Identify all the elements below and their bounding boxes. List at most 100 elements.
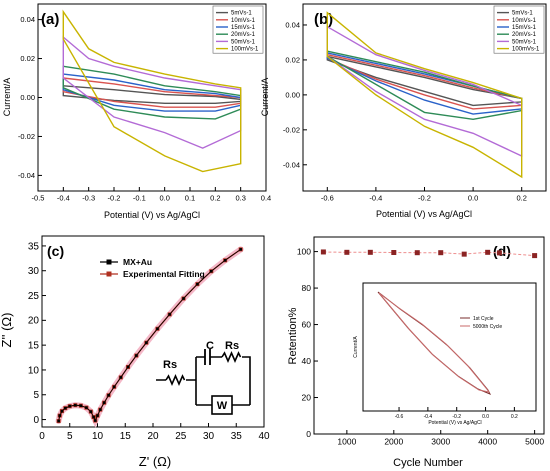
panel-b-y-tick-label: 0.00 — [285, 90, 300, 99]
circuit-label-rs-right: Rs — [225, 340, 239, 352]
panel-c-mx-point — [182, 297, 185, 300]
panel-c-x-tick-label: 35 — [231, 431, 243, 442]
circuit-wires — [156, 356, 251, 406]
panel-c-x-tick-label: 10 — [92, 431, 104, 442]
panel-a-cv-loop — [62, 85, 242, 104]
inset-cv-loop — [378, 292, 491, 393]
panel-c-mx-point — [85, 406, 88, 409]
panel-c-mx-point — [79, 404, 83, 407]
panel-d-y-tick-label: 60 — [302, 319, 312, 329]
panel-c-x-tick-label: 25 — [175, 431, 187, 442]
panel-c-legend: MX+Au Experimental Fitting — [100, 257, 205, 279]
panel-d-retention-point — [532, 253, 538, 259]
inset-x-tick-label: 0.2 — [511, 414, 518, 420]
panel-d-inset: -0.6 -0.4 -0.2 0.0 0.2 1st Cycle 5000th Cycle… — [353, 282, 537, 426]
panel-d-x-tick-label: 3000 — [431, 437, 450, 447]
panel-c-mx-point — [60, 409, 64, 413]
panel-c-mx-point — [92, 415, 95, 419]
panel-d-retention-point — [367, 249, 373, 255]
equivalent-circuit: Rs C Rs W — [156, 340, 251, 415]
panel-b-legend-entry: 5mVs-1 — [512, 11, 533, 17]
panel-a-x-tick-label: 0.3 — [235, 194, 245, 203]
panel-c: (c) 0 5 10 15 20 25 30 35 40 0 5 10 15 20 25 30 35 MX+A… — [0, 235, 270, 469]
panel-c-mx-point — [145, 341, 148, 344]
panel-a-legend-entry: 50mVs-1 — [231, 39, 256, 45]
panel-a-y-tick-label: 0.04 — [20, 15, 35, 24]
panel-b-legend-entry: 20mVs-1 — [512, 32, 537, 38]
panel-b-curves — [326, 11, 523, 179]
panel-a-legend-entry: 5mVs-1 — [231, 11, 252, 17]
circuit-capacitor — [204, 349, 211, 365]
panel-d-ylabel: Retention% — [287, 307, 299, 364]
panel-a-xlabel: Potential (V) vs Ag/AgCl — [104, 210, 200, 220]
panel-a-ylabel: Current/A — [2, 78, 12, 117]
panel-c-mx-point — [96, 414, 99, 417]
inset-xlabel: Potential (V) vs Ag/AgCl — [428, 420, 481, 426]
panel-c-x-tick-label: 40 — [258, 431, 270, 442]
inset-legend-entry: 1st Cycle — [473, 316, 494, 322]
panel-a-legend-entry: 20mVs-1 — [231, 32, 256, 38]
panel-d-x-tick-label: 2000 — [384, 437, 403, 447]
panel-c-mx-point — [57, 419, 60, 423]
panel-c-y-tick-label: 15 — [28, 340, 40, 351]
circuit-label-rs-left: Rs — [163, 359, 177, 371]
panel-c-x-tick-label: 30 — [203, 431, 215, 442]
panel-d-xlabel: Cycle Number — [393, 457, 463, 469]
panel-d-retention-line — [323, 251, 535, 257]
panel-c-x-tick-label: 15 — [120, 431, 132, 442]
panel-a-x-tick-label: -0.2 — [108, 194, 121, 203]
panel-d-x-tick-label: 4000 — [478, 437, 497, 447]
panel-d-y-tick-label: 0 — [306, 429, 311, 439]
panel-c-yticks: 0 5 10 15 20 25 30 35 — [28, 241, 46, 426]
panel-a-cv-loop — [62, 9, 242, 173]
panel-c-mx-point — [89, 410, 93, 413]
inset-legend: 1st Cycle 5000th Cycle — [460, 316, 502, 330]
panel-c-x-tick-label: 0 — [39, 431, 45, 442]
panel-c-mx-point — [223, 259, 227, 262]
panel-c-mx-point — [68, 404, 72, 408]
panel-c-legend-marker — [106, 271, 112, 277]
panel-b-x-tick-label: 0.2 — [516, 194, 526, 203]
panel-b-legend-entry: 100mVs-1 — [512, 47, 540, 53]
panel-d-label: (d) — [493, 243, 511, 259]
panel-c-y-tick-label: 30 — [28, 266, 40, 277]
panel-d-x-tick-label: 5000 — [525, 437, 544, 447]
panel-b-x-tick-label: 0.0 — [468, 194, 478, 203]
panel-b-yticks: -0.04 -0.02 0.00 0.02 0.04 — [283, 20, 307, 169]
panel-a-label: (a) — [41, 11, 59, 28]
panel-d-retention-point — [344, 249, 350, 255]
panel-c-mx-point — [102, 401, 106, 404]
panel-c-mx-point — [135, 354, 138, 357]
inset-curves — [377, 291, 492, 395]
panel-b-legend-entry: 50mVs-1 — [512, 39, 537, 45]
panel-b-y-tick-label: 0.04 — [285, 20, 300, 29]
panel-a-y-tick-label: -0.04 — [18, 171, 35, 180]
panel-c-x-tick-label: 20 — [147, 431, 159, 442]
panel-d-retention-point — [485, 249, 491, 255]
panel-c-label: (c) — [47, 243, 64, 259]
panel-d-y-tick-label: 20 — [302, 392, 312, 402]
panel-c-mx-point — [156, 327, 159, 331]
inset-ylabel: Current/A — [353, 336, 359, 358]
circuit-warburg-box — [211, 395, 233, 415]
panel-a-x-tick-label: -0.4 — [57, 194, 70, 203]
panel-b-x-tick-label: -0.6 — [321, 194, 334, 203]
panel-b: (b) -0.6 -0.4 -0.2 0.0 0.2 -0.04 -0.02 0.00 0.0… — [260, 3, 547, 219]
panel-d-retention-point — [391, 250, 397, 256]
panel-b-legend-entry: 10mVs-1 — [512, 18, 537, 24]
panel-b-x-tick-label: -0.4 — [369, 194, 382, 203]
panel-d-retention-point — [414, 250, 420, 256]
circuit-label-w: W — [217, 400, 228, 412]
panel-d-x-tick-label: 1000 — [337, 437, 356, 447]
panel-b-cv-loop — [326, 11, 523, 179]
panel-b-xticks: -0.6 -0.4 -0.2 0.0 0.2 — [321, 187, 527, 203]
panel-d-retention-point — [461, 251, 467, 257]
panel-c-mx-point — [119, 376, 123, 379]
panel-c-mx-point — [58, 414, 62, 417]
panel-b-cv-loop — [326, 55, 523, 107]
inset-xticks: -0.6 -0.4 -0.2 0.0 0.2 — [395, 407, 518, 420]
panel-a-y-tick-label: 0.00 — [20, 93, 35, 102]
panel-c-y-tick-label: 10 — [28, 365, 40, 376]
